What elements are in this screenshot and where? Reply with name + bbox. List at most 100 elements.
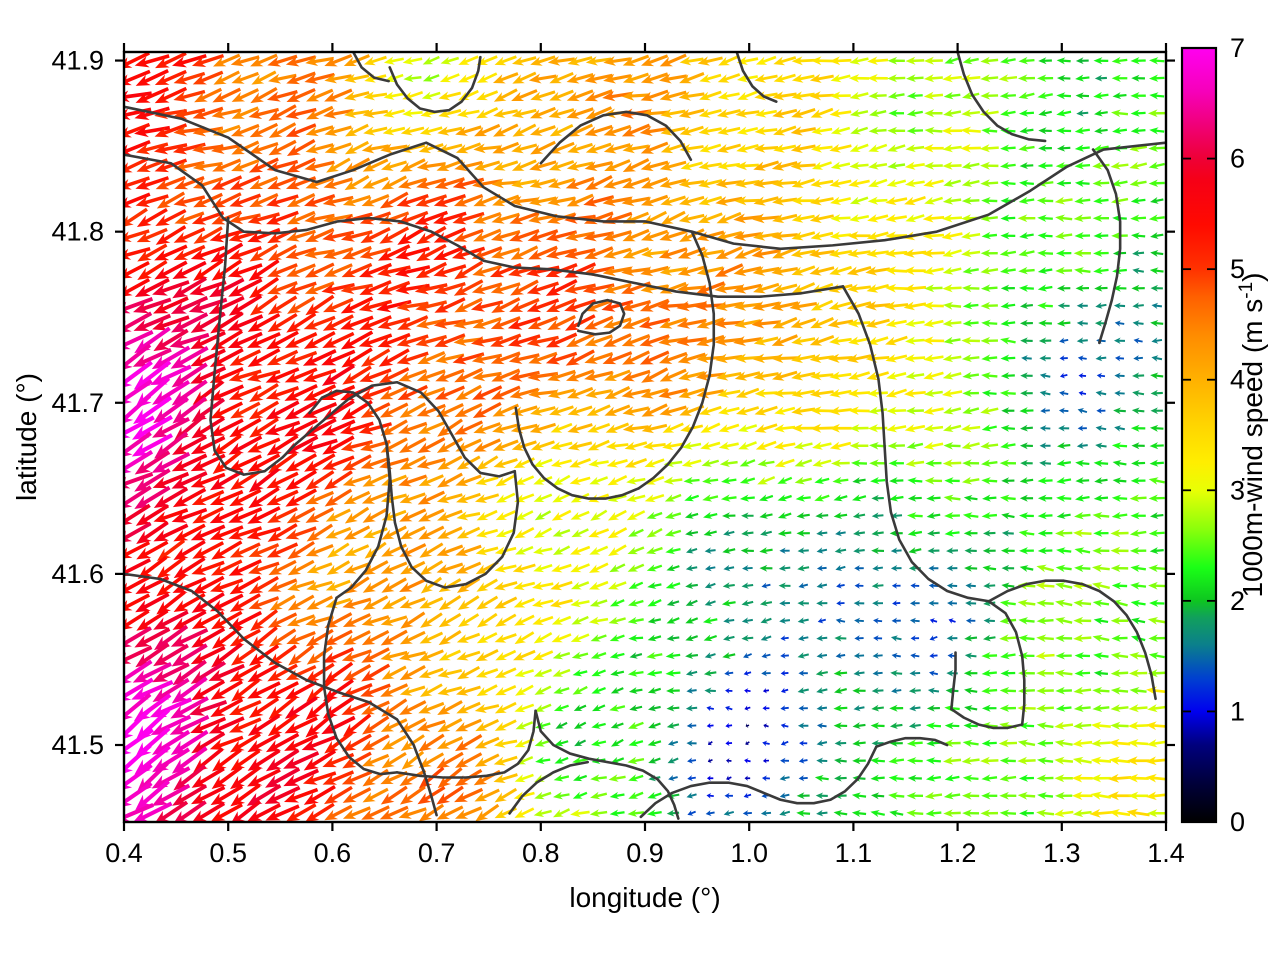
arrow-shaft (1155, 463, 1164, 464)
arrow-shaft (895, 515, 902, 516)
arrow-shaft (746, 533, 753, 534)
arrow-shaft (858, 532, 865, 533)
arrow-shaft (873, 357, 889, 358)
arrow-shaft (1099, 498, 1108, 499)
arrow-shaft (1118, 498, 1127, 499)
arrow-shaft (817, 375, 833, 377)
arrow-shaft (969, 323, 979, 324)
arrow-shaft (1156, 358, 1162, 359)
arrow-shaft (1137, 236, 1146, 237)
arrow-shaft (913, 95, 923, 96)
arrow-shaft (911, 392, 926, 393)
arrow-shaft (1006, 498, 1016, 499)
arrow-shaft (858, 550, 865, 551)
arrow-shaft (968, 200, 979, 201)
arrow-shaft (987, 462, 997, 463)
arrow-shaft (838, 480, 848, 481)
arrow-shaft (1155, 235, 1163, 236)
arrow-shaft (1081, 358, 1086, 359)
arrow-shaft (1006, 148, 1016, 149)
arrow-shaft (1137, 323, 1144, 324)
arrow-shaft (1118, 515, 1128, 516)
arrow-shaft (690, 532, 698, 533)
arrow-shaft (1025, 183, 1034, 184)
arrow-shaft (1025, 533, 1035, 534)
arrow-shaft (1081, 77, 1090, 78)
arrow-shaft (929, 253, 945, 254)
arrow-shaft (912, 78, 923, 79)
arrow-shaft (1043, 287, 1052, 289)
arrow-shaft (913, 532, 922, 534)
arrow-shaft (1062, 61, 1071, 62)
arrow-shaft (1137, 411, 1145, 412)
arrow-shaft (987, 323, 997, 324)
arrow-shaft (690, 567, 697, 568)
arrow-shaft (764, 550, 772, 551)
arrow-shaft (911, 287, 926, 288)
arrow-shaft (762, 129, 778, 131)
arrow-shaft (1118, 130, 1127, 131)
arrow-shaft (821, 550, 827, 551)
arrow-shaft (1062, 515, 1070, 516)
arrow-shaft (987, 217, 998, 218)
arrow-shaft (1006, 393, 1016, 394)
arrow-shaft (1081, 480, 1089, 481)
arrow-shaft (1061, 235, 1072, 236)
arrow-shaft (1081, 130, 1090, 131)
arrow-shaft (1099, 95, 1108, 96)
arrow-shaft (1081, 497, 1090, 498)
arrow-shaft (708, 480, 718, 481)
arrow-shaft (1099, 130, 1107, 131)
arrow-shaft (670, 462, 682, 464)
arrow-shaft (987, 445, 998, 446)
arrow-shaft (1118, 60, 1128, 61)
arrow-shaft (1100, 428, 1106, 429)
arrow-shaft (1025, 480, 1033, 481)
arrow-shaft (949, 218, 962, 219)
arrow-shaft (987, 235, 997, 236)
arrow-shaft (1025, 130, 1034, 131)
arrow-shaft (1155, 323, 1163, 324)
arrow-shaft (930, 217, 945, 218)
arrow-shaft (1063, 375, 1068, 376)
arrow-shaft (1024, 270, 1034, 271)
arrow-shaft (1005, 77, 1017, 78)
arrow-shaft (1155, 376, 1163, 377)
arrow-shaft (875, 130, 887, 131)
arrow-shaft (1099, 480, 1107, 481)
arrow-shaft (892, 252, 907, 253)
arrow-shaft (892, 305, 909, 307)
arrow-shaft (950, 532, 959, 533)
arrow-shaft (798, 165, 816, 166)
arrow-shaft (1137, 271, 1144, 272)
arrow-shaft (1063, 340, 1069, 341)
arrow-shaft (1081, 113, 1088, 114)
arrow-shaft (690, 480, 700, 481)
arrow-shaft (949, 77, 962, 79)
arrow-shaft (1117, 113, 1128, 114)
arrow-shaft (911, 358, 925, 359)
arrow-shaft (1118, 270, 1127, 271)
arrow-shaft (1081, 323, 1088, 324)
arrow-shaft (1100, 446, 1107, 447)
arrow-shaft (968, 357, 979, 358)
arrow-shaft (1061, 199, 1072, 201)
arrow-shaft (1081, 463, 1090, 464)
arrow-shaft (1156, 340, 1162, 341)
arrow-shaft (876, 515, 883, 516)
arrow-shaft (930, 427, 943, 428)
arrow-shaft (987, 183, 999, 184)
arrow-shaft (949, 288, 962, 289)
arrow-shaft (1155, 428, 1163, 429)
arrow-shaft (858, 480, 866, 481)
arrow-shaft (930, 95, 943, 96)
arrow-shaft (895, 497, 904, 499)
arrow-shaft (746, 497, 755, 498)
arrow-shaft (930, 235, 944, 236)
arrow-shaft (1100, 305, 1107, 306)
arrow-shaft (801, 497, 810, 498)
arrow-shaft (1006, 305, 1015, 306)
arrow-shaft (650, 444, 666, 446)
arrow-shaft (912, 147, 924, 149)
